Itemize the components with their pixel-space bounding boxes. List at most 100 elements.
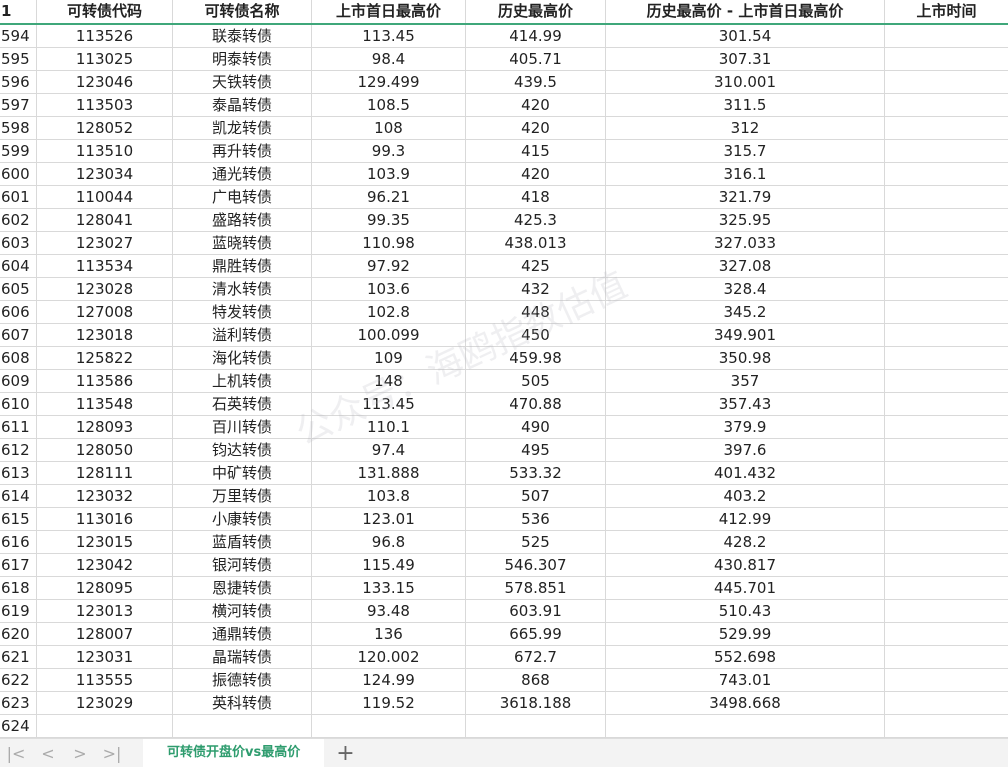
- cell[interactable]: 鼎胜转债: [173, 255, 312, 277]
- column-header[interactable]: 上市时间: [916, 2, 977, 20]
- cell[interactable]: 546.307: [466, 554, 606, 576]
- cell[interactable]: 123013: [37, 600, 173, 622]
- cell[interactable]: [885, 163, 1008, 185]
- cell[interactable]: 123031: [37, 646, 173, 668]
- cell[interactable]: 110.98: [312, 232, 466, 254]
- cell[interactable]: 3498.668: [606, 692, 885, 714]
- cell[interactable]: 743.01: [606, 669, 885, 691]
- cell[interactable]: [885, 25, 1008, 47]
- cell[interactable]: 128095: [37, 577, 173, 599]
- cell[interactable]: 533.32: [466, 462, 606, 484]
- cell[interactable]: 109: [312, 347, 466, 369]
- cell[interactable]: 345.2: [606, 301, 885, 323]
- cell[interactable]: [885, 117, 1008, 139]
- cell[interactable]: 96.8: [312, 531, 466, 553]
- cell[interactable]: 110.1: [312, 416, 466, 438]
- cell[interactable]: 128052: [37, 117, 173, 139]
- cell[interactable]: 125822: [37, 347, 173, 369]
- cell[interactable]: 327.08: [606, 255, 885, 277]
- column-header[interactable]: 可转债名称: [173, 0, 312, 23]
- cell[interactable]: 103.9: [312, 163, 466, 185]
- cell[interactable]: 430.817: [606, 554, 885, 576]
- cell[interactable]: 490: [466, 416, 606, 438]
- next-sheet-icon[interactable]: >: [73, 743, 87, 763]
- cell[interactable]: 99.35: [312, 209, 466, 231]
- cell[interactable]: [885, 692, 1008, 714]
- cell[interactable]: [885, 94, 1008, 116]
- cell[interactable]: [885, 508, 1008, 530]
- row-number[interactable]: 612: [0, 439, 37, 461]
- cell[interactable]: 特发转债: [173, 301, 312, 323]
- cell[interactable]: 379.9: [606, 416, 885, 438]
- cell[interactable]: 470.88: [466, 393, 606, 415]
- cell[interactable]: [885, 623, 1008, 645]
- cell[interactable]: 上机转债: [173, 370, 312, 392]
- cell[interactable]: 108: [312, 117, 466, 139]
- cell[interactable]: 321.79: [606, 186, 885, 208]
- cell[interactable]: 联泰转债: [173, 25, 312, 47]
- cell[interactable]: 507: [466, 485, 606, 507]
- cell[interactable]: 131.888: [312, 462, 466, 484]
- cell[interactable]: 溢利转债: [173, 324, 312, 346]
- cell[interactable]: [312, 715, 466, 737]
- cell[interactable]: 415: [466, 140, 606, 162]
- cell[interactable]: 311.5: [606, 94, 885, 116]
- cell[interactable]: [885, 715, 1008, 737]
- cell[interactable]: 银河转债: [173, 554, 312, 576]
- cell[interactable]: [466, 715, 606, 737]
- cell[interactable]: [885, 439, 1008, 461]
- row-number[interactable]: 606: [0, 301, 37, 323]
- cell[interactable]: 301.54: [606, 25, 885, 47]
- cell[interactable]: [885, 462, 1008, 484]
- cell[interactable]: 97.92: [312, 255, 466, 277]
- cell[interactable]: 晶瑞转债: [173, 646, 312, 668]
- cell[interactable]: 103.6: [312, 278, 466, 300]
- cell[interactable]: [606, 715, 885, 737]
- column-header[interactable]: 历史最高价 - 上市首日最高价: [606, 0, 885, 23]
- cell[interactable]: [885, 209, 1008, 231]
- cell[interactable]: 中矿转债: [173, 462, 312, 484]
- cell[interactable]: 113526: [37, 25, 173, 47]
- row-number[interactable]: 595: [0, 48, 37, 70]
- cell[interactable]: 113016: [37, 508, 173, 530]
- cell[interactable]: 123027: [37, 232, 173, 254]
- cell[interactable]: 119.52: [312, 692, 466, 714]
- cell[interactable]: 665.99: [466, 623, 606, 645]
- cell[interactable]: [885, 370, 1008, 392]
- cell[interactable]: 3618.188: [466, 692, 606, 714]
- cell[interactable]: [885, 393, 1008, 415]
- cell[interactable]: 432: [466, 278, 606, 300]
- cell[interactable]: 448: [466, 301, 606, 323]
- row-number[interactable]: 596: [0, 71, 37, 93]
- column-header[interactable]: 历史最高价: [466, 0, 606, 23]
- cell[interactable]: 广电转债: [173, 186, 312, 208]
- cell[interactable]: 428.2: [606, 531, 885, 553]
- cell[interactable]: [885, 278, 1008, 300]
- row-number[interactable]: 617: [0, 554, 37, 576]
- row-number[interactable]: 603: [0, 232, 37, 254]
- row-number[interactable]: 1: [0, 0, 37, 23]
- cell[interactable]: 128093: [37, 416, 173, 438]
- cell[interactable]: 578.851: [466, 577, 606, 599]
- cell[interactable]: [173, 715, 312, 737]
- cell[interactable]: [885, 140, 1008, 162]
- cell[interactable]: 128111: [37, 462, 173, 484]
- cell[interactable]: [885, 347, 1008, 369]
- cell[interactable]: 438.013: [466, 232, 606, 254]
- cell[interactable]: 102.8: [312, 301, 466, 323]
- cell[interactable]: 327.033: [606, 232, 885, 254]
- cell[interactable]: 通鼎转债: [173, 623, 312, 645]
- cell[interactable]: 124.99: [312, 669, 466, 691]
- cell[interactable]: [885, 485, 1008, 507]
- cell[interactable]: 425: [466, 255, 606, 277]
- row-number[interactable]: 597: [0, 94, 37, 116]
- cell[interactable]: 552.698: [606, 646, 885, 668]
- cell[interactable]: [885, 324, 1008, 346]
- row-number[interactable]: 605: [0, 278, 37, 300]
- cell[interactable]: 百川转债: [173, 416, 312, 438]
- cell[interactable]: 113586: [37, 370, 173, 392]
- cell[interactable]: 113548: [37, 393, 173, 415]
- cell[interactable]: 108.5: [312, 94, 466, 116]
- cell[interactable]: [885, 186, 1008, 208]
- cell[interactable]: 525: [466, 531, 606, 553]
